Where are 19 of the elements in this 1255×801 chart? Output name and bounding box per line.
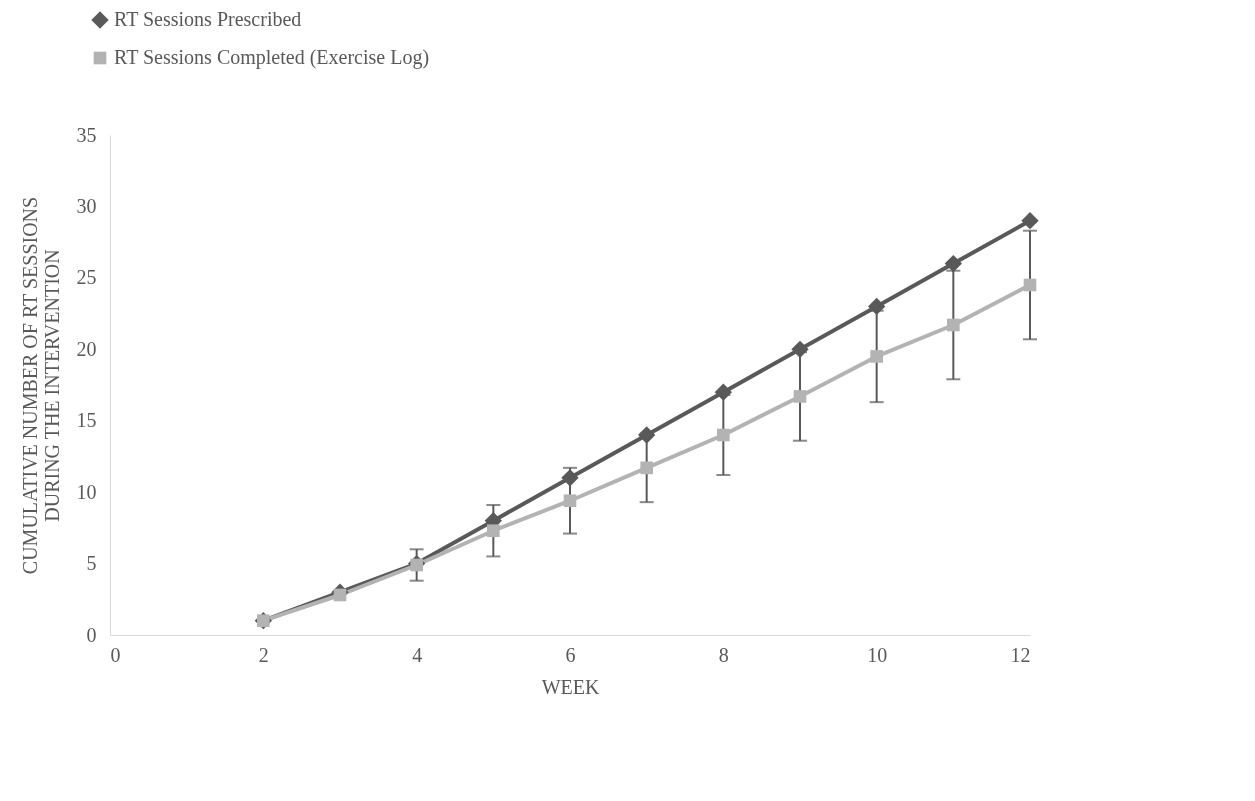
x-tick-label: 6 bbox=[565, 643, 576, 666]
legend-label: RT Sessions Prescribed bbox=[114, 8, 302, 30]
y-tick-label: 35 bbox=[76, 123, 97, 146]
x-tick-label: 2 bbox=[258, 643, 269, 666]
y-tick-label: 30 bbox=[76, 194, 97, 217]
y-tick-label: 15 bbox=[76, 409, 97, 432]
y-tick-label: 25 bbox=[76, 266, 97, 289]
y-tick-label: 20 bbox=[76, 337, 97, 360]
x-tick-label: 4 bbox=[412, 643, 423, 666]
y-tick-label: 0 bbox=[86, 623, 97, 646]
x-tick-label: 8 bbox=[718, 643, 729, 666]
x-tick-label: 0 bbox=[110, 643, 121, 666]
x-tick-label: 10 bbox=[867, 643, 888, 666]
legend-label: RT Sessions Completed (Exercise Log) bbox=[114, 46, 430, 69]
y-tick-label: 5 bbox=[86, 552, 97, 575]
y-axis-title: CUMULATIVE NUMBER OF RT SESSIONS DURING THE INTERVENTION bbox=[18, 196, 63, 575]
y-tick-label: 10 bbox=[76, 480, 97, 503]
x-tick-label: 12 bbox=[1010, 643, 1031, 666]
x-axis-title: WEEK bbox=[541, 675, 600, 698]
